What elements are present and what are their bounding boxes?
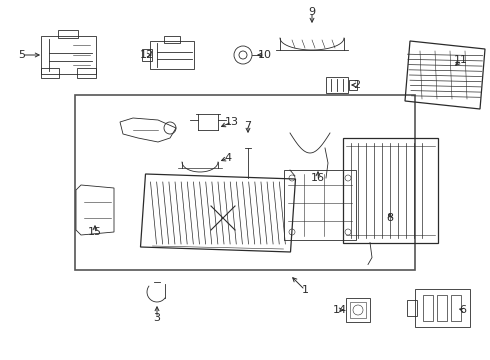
Bar (284, 170, 356, 240)
Bar (350, 302, 366, 318)
Bar (326, 77, 348, 93)
Bar (150, 41, 194, 69)
Text: 3: 3 (153, 313, 161, 323)
Text: 1: 1 (301, 285, 309, 295)
Text: 13: 13 (225, 117, 239, 127)
Text: 15: 15 (88, 227, 102, 237)
Bar (349, 80, 357, 90)
Bar (77, 68, 96, 78)
Bar (437, 295, 446, 321)
Bar (164, 36, 180, 43)
Bar (415, 289, 469, 327)
Bar (142, 49, 152, 61)
Bar (450, 295, 461, 321)
Bar (58, 30, 78, 38)
Bar (346, 298, 370, 322)
Text: 12: 12 (140, 50, 154, 60)
Text: 8: 8 (387, 213, 393, 223)
Bar (343, 138, 438, 243)
Text: 14: 14 (333, 305, 347, 315)
Text: 7: 7 (245, 121, 251, 131)
Text: 11: 11 (454, 55, 468, 65)
Bar (407, 300, 416, 316)
Text: 6: 6 (460, 305, 466, 315)
Text: 4: 4 (224, 153, 232, 163)
Text: 9: 9 (308, 7, 316, 17)
Text: 5: 5 (19, 50, 25, 60)
Bar (41, 68, 59, 78)
Text: 2: 2 (353, 80, 361, 90)
Text: 10: 10 (258, 50, 272, 60)
Text: 16: 16 (311, 173, 325, 183)
Bar (41, 36, 96, 74)
Bar (75, 95, 415, 270)
Bar (422, 295, 433, 321)
